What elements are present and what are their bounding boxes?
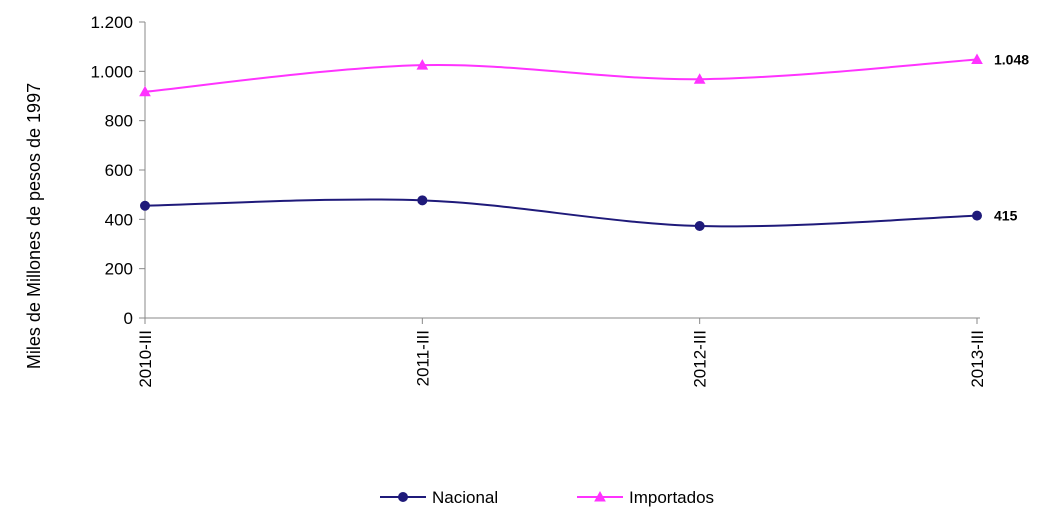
y-tick-label: 1.200 <box>90 13 133 32</box>
x-tick-label: 2010-III <box>136 330 155 388</box>
legend-item-importados: Importados <box>577 488 714 507</box>
y-tick-label: 600 <box>105 161 133 180</box>
series-layer: 415 1.048 <box>139 51 1029 231</box>
legend: Nacional Importados <box>380 488 714 507</box>
y-tick-label: 1.000 <box>90 62 133 81</box>
y-tick-label: 0 <box>124 309 133 328</box>
y-tick-label: 400 <box>105 210 133 229</box>
data-point-importados <box>416 59 429 70</box>
series-line-nacional <box>144 198 978 228</box>
x-ticks: 2010-III 2011-III 2012-III 2013-III <box>136 318 987 388</box>
axes <box>144 22 980 319</box>
y-tick-label: 800 <box>105 112 133 131</box>
data-point-nacional <box>140 200 150 211</box>
y-tick-label: 200 <box>105 260 133 279</box>
x-tick-label: 2011-III <box>413 330 432 386</box>
legend-item-nacional: Nacional <box>380 488 498 507</box>
end-label-nacional: 415 <box>994 208 1018 224</box>
series-importados: 1.048 <box>139 51 1029 97</box>
data-point-importados <box>693 73 706 84</box>
end-label-importados: 1.048 <box>994 51 1029 67</box>
data-point-nacional <box>972 210 982 221</box>
legend-marker <box>594 490 606 502</box>
legend-label: Nacional <box>432 488 498 507</box>
series-line-importados <box>144 58 978 93</box>
x-tick-label: 2013-III <box>968 330 987 388</box>
data-point-importados <box>139 85 151 97</box>
series-nacional: 415 <box>140 195 1018 231</box>
legend-marker <box>398 492 408 502</box>
data-point-importados <box>971 53 983 64</box>
x-tick-label: 2012-III <box>691 330 710 388</box>
data-point-nacional <box>417 195 428 206</box>
y-ticks: 0 200 400 600 800 1.000 1.200 <box>90 13 145 328</box>
y-axis-title: Miles de Millones de pesos de 1997 <box>24 83 44 369</box>
data-point-nacional <box>694 220 705 231</box>
legend-label: Importados <box>629 488 714 507</box>
